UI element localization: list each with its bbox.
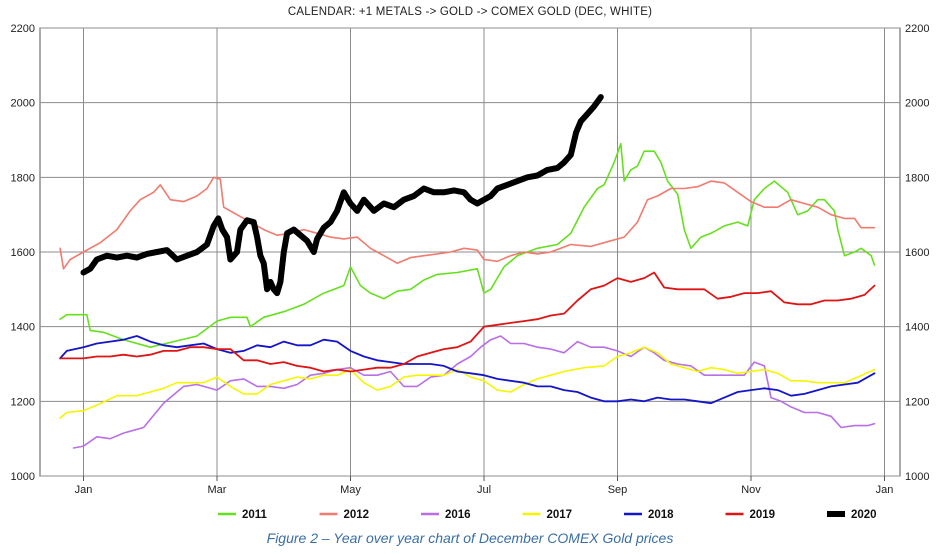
legend-item-2016: 2016 bbox=[421, 509, 471, 521]
legend-label: 2012 bbox=[344, 509, 370, 521]
legend-item-2012: 2012 bbox=[319, 509, 370, 521]
y-tick-label-right: 2000 bbox=[905, 98, 929, 110]
x-tick-label: Nov bbox=[741, 484, 761, 496]
x-tick-label: May bbox=[340, 484, 361, 496]
series-line-2020 bbox=[80, 94, 604, 297]
legend-label: 2011 bbox=[242, 509, 268, 521]
chart-title: CALENDAR: +1 METALS -> GOLD -> COMEX GOL… bbox=[288, 6, 652, 18]
figure-caption: Figure 2 – Year over year chart of Decem… bbox=[266, 530, 674, 546]
y-tick-label-right: 2200 bbox=[905, 23, 929, 35]
legend-label: 2016 bbox=[445, 509, 471, 521]
legend-label: 2017 bbox=[547, 509, 573, 521]
series-line-2018 bbox=[59, 335, 876, 405]
gold-price-chart: CALENDAR: +1 METALS -> GOLD -> COMEX GOL… bbox=[10, 6, 930, 521]
series-line-2011 bbox=[59, 142, 876, 348]
series-line-2016 bbox=[72, 335, 876, 449]
y-tick-label-right: 1200 bbox=[905, 396, 929, 408]
y-tick-label-right: 1000 bbox=[905, 471, 929, 483]
y-tick-label-right: 1600 bbox=[905, 247, 929, 259]
y-tick-label-left: 1400 bbox=[11, 322, 35, 334]
axes: 1000 1000 1200 1200 1400 1400 1600 1600 1800 1800… bbox=[11, 23, 930, 496]
y-tick-label-left: 1000 bbox=[11, 471, 35, 483]
y-tick-label-left: 2200 bbox=[11, 23, 35, 35]
legend-label: 2019 bbox=[750, 509, 776, 521]
series-line-2012 bbox=[59, 176, 876, 270]
y-tick-label-left: 2000 bbox=[11, 98, 35, 110]
x-tick-label: Mar bbox=[208, 484, 227, 496]
x-tick-label: Jul bbox=[477, 484, 491, 496]
x-tick-label: Sep bbox=[608, 484, 628, 496]
series-line-2017 bbox=[59, 346, 876, 419]
legend-item-2019: 2019 bbox=[725, 509, 776, 521]
legend-item-2018: 2018 bbox=[624, 509, 674, 521]
series-line-2019 bbox=[59, 271, 876, 373]
series-layer bbox=[59, 94, 876, 449]
y-tick-label-right: 1800 bbox=[905, 172, 929, 184]
legend-item-2017: 2017 bbox=[522, 509, 573, 521]
grid bbox=[39, 27, 901, 477]
legend-label: 2020 bbox=[851, 509, 877, 521]
legend-item-2011: 2011 bbox=[218, 509, 268, 521]
y-tick-label-left: 1600 bbox=[11, 247, 35, 259]
x-tick-label: Jan bbox=[876, 484, 894, 496]
y-tick-label-right: 1400 bbox=[905, 322, 929, 334]
y-tick-label-left: 1800 bbox=[11, 172, 35, 184]
x-tick-label: Jan bbox=[75, 484, 93, 496]
legend: 2011 2012 2016 2017 2018 2019 2020 bbox=[218, 509, 877, 521]
legend-label: 2018 bbox=[648, 509, 674, 521]
legend-item-2020: 2020 bbox=[827, 509, 877, 521]
y-tick-label-left: 1200 bbox=[11, 396, 35, 408]
